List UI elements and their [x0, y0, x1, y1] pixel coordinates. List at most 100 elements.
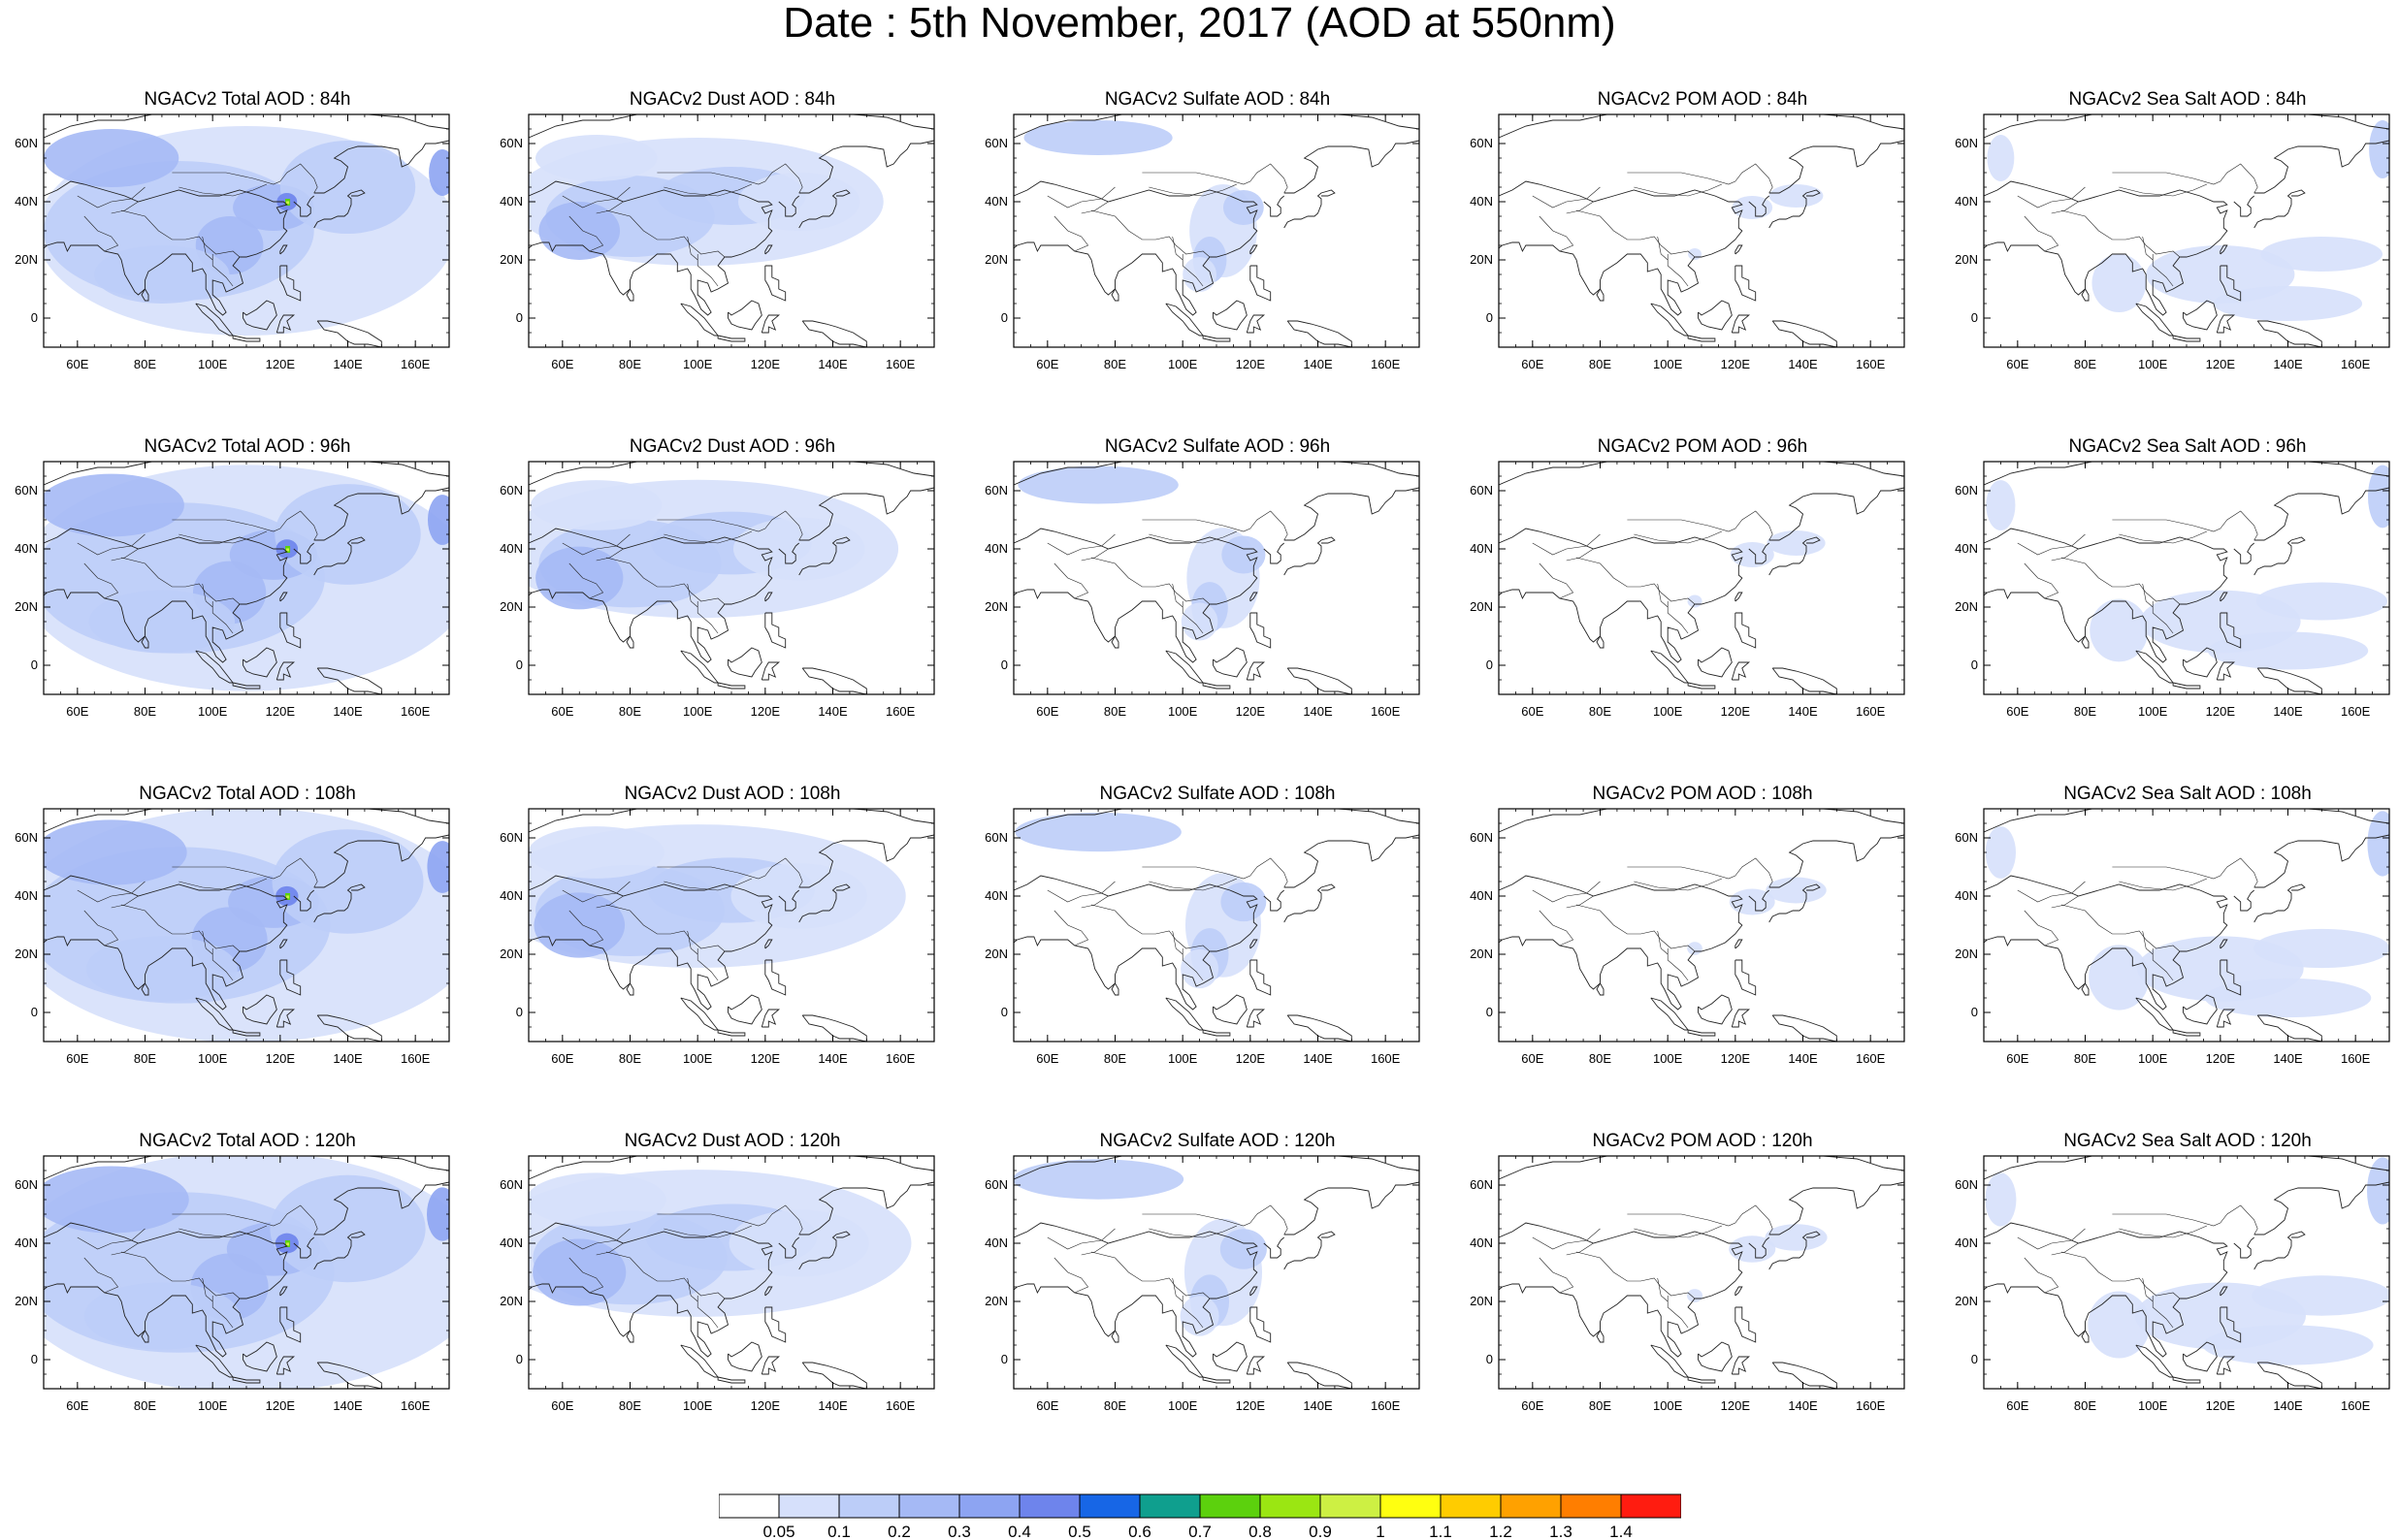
aod-field: [1688, 184, 1824, 260]
lat-tick-label: 40N: [15, 541, 38, 556]
aod-region: [534, 892, 626, 958]
lon-tick-label: 80E: [619, 357, 641, 371]
lon-tick-label: 140E: [2273, 1051, 2303, 1066]
coastlines: [1499, 809, 1904, 1042]
lon-tick-label: 100E: [2138, 357, 2168, 371]
lon-tick-label: 60E: [2006, 357, 2028, 371]
lon-tick-label: 100E: [198, 704, 228, 719]
aod-region: [1732, 196, 1773, 219]
lon-tick-label: 80E: [1589, 704, 1611, 719]
colorbar-label: 0.6: [1128, 1523, 1151, 1540]
lon-tick-label: 100E: [1168, 357, 1198, 371]
lon-tick-label: 160E: [1856, 704, 1886, 719]
colorbar-label: 0.2: [888, 1523, 911, 1540]
lat-tick-label: 20N: [985, 1294, 1008, 1308]
colorbar-swatch: [1379, 1493, 1442, 1519]
colorbar-label: 1.1: [1429, 1523, 1452, 1540]
colorbar-label: 0.4: [1008, 1523, 1031, 1540]
map-plot: 60E 80E 100E 120E 140E 160E 60N 40N 20N 0: [1949, 1154, 2393, 1422]
aod-region: [729, 1209, 869, 1277]
colorbar-swatch: [1620, 1493, 1681, 1519]
coastlines: [1984, 114, 2389, 347]
lon-tick-label: 60E: [551, 1398, 573, 1413]
lat-tick-label: 0: [1971, 1005, 1978, 1019]
map-panel: NGACv2 Total AOD : 96h 60E 80E 100E 120E 140E…: [15, 436, 451, 727]
lat-tick-label: 20N: [500, 1294, 523, 1308]
lon-tick-label: 160E: [401, 1398, 431, 1413]
lon-tick-label: 140E: [818, 357, 848, 371]
lat-tick-label: 0: [1971, 1352, 1978, 1366]
aod-region: [83, 1282, 241, 1350]
lon-tick-label: 120E: [2206, 1398, 2236, 1413]
aod-region: [1014, 1159, 1184, 1200]
map-plot: 60E 80E 100E 120E 140E 160E 60N 40N 20N 0: [494, 1154, 938, 1422]
lat-tick-label: 0: [31, 310, 38, 325]
map-plot: 60E 80E 100E 120E 140E 160E 60N 40N 20N 0: [1464, 1154, 1908, 1422]
lat-tick-label: 40N: [1955, 541, 1978, 556]
colorbar-swatch: [838, 1493, 900, 1519]
lat-tick-label: 0: [1486, 1352, 1493, 1366]
aod-field: [529, 824, 906, 968]
aod-field: [1687, 530, 1826, 608]
panel-title: NGACv2 Sulfate AOD : 120h: [1099, 1131, 1336, 1151]
lon-tick-label: 140E: [2273, 357, 2303, 371]
lon-tick-label: 100E: [2138, 704, 2168, 719]
lon-tick-label: 160E: [1856, 1398, 1886, 1413]
lat-tick-label: 0: [31, 658, 38, 672]
lon-tick-label: 120E: [751, 357, 781, 371]
aod-region: [44, 1166, 189, 1234]
lat-tick-label: 60N: [500, 136, 523, 150]
lat-tick-label: 0: [1486, 658, 1493, 672]
aod-region: [1221, 535, 1266, 574]
map-panel: NGACv2 Sea Salt AOD : 120h 60E 80E 100E 120E…: [1955, 1131, 2391, 1422]
lon-tick-label: 60E: [1036, 1051, 1058, 1066]
colorbar-label: 1.2: [1489, 1523, 1512, 1540]
aod-region: [429, 149, 449, 196]
aod-region: [44, 819, 187, 885]
aod-region: [1018, 465, 1179, 504]
lat-tick-label: 60N: [985, 1177, 1008, 1192]
map-plot: 60E 80E 100E 120E 140E 160E 60N 40N 20N 0: [1464, 112, 1908, 380]
map-plot: 60E 80E 100E 120E 140E 160E 60N 40N 20N 0: [9, 460, 453, 727]
aod-region: [2367, 1157, 2389, 1225]
map-panel: NGACv2 POM AOD : 84h 60E 80E 100E 120E 140E 16…: [1470, 89, 1906, 380]
lon-tick-label: 160E: [401, 704, 431, 719]
lon-tick-label: 80E: [1589, 357, 1611, 371]
aod-region: [1687, 1289, 1703, 1302]
colorbar-swatch: [1079, 1493, 1141, 1519]
panel-title: NGACv2 Dust AOD : 84h: [629, 89, 836, 110]
lon-tick-label: 100E: [198, 1051, 228, 1066]
aod-region: [1730, 542, 1774, 567]
aod-field: [1985, 1157, 2389, 1365]
colorbar-label: 0.9: [1309, 1523, 1332, 1540]
aod-region: [1768, 184, 1824, 208]
lon-tick-label: 80E: [2074, 357, 2096, 371]
colorbar-swatch: [1139, 1493, 1201, 1519]
coastlines: [529, 1156, 934, 1389]
lat-tick-label: 40N: [15, 1235, 38, 1250]
lon-tick-label: 140E: [818, 1051, 848, 1066]
lat-tick-label: 0: [1971, 658, 1978, 672]
aod-region: [538, 202, 621, 260]
map-panel: NGACv2 Dust AOD : 96h 60E 80E 100E 120E 140E 1…: [500, 436, 936, 727]
lat-tick-label: 20N: [15, 599, 38, 614]
colorbar-label: 0.8: [1248, 1523, 1272, 1540]
lon-tick-label: 100E: [1653, 704, 1683, 719]
aod-region: [2213, 286, 2363, 321]
lon-tick-label: 120E: [1721, 704, 1751, 719]
lat-tick-label: 0: [516, 310, 523, 325]
panel-title: NGACv2 POM AOD : 120h: [1592, 1131, 1813, 1151]
lon-tick-label: 100E: [1653, 357, 1683, 371]
lat-tick-label: 40N: [985, 888, 1008, 903]
lat-tick-label: 60N: [985, 830, 1008, 845]
lon-tick-label: 120E: [1721, 357, 1751, 371]
coastlines: [1014, 462, 1419, 694]
aod-field: [1014, 1159, 1267, 1336]
panel-title: NGACv2 POM AOD : 84h: [1597, 89, 1808, 110]
lon-tick-label: 100E: [1653, 1051, 1683, 1066]
lon-tick-label: 120E: [266, 357, 296, 371]
aod-hotspot: [286, 201, 290, 205]
lon-tick-label: 60E: [1036, 357, 1058, 371]
coastlines: [1499, 462, 1904, 694]
aod-region: [2204, 978, 2372, 1018]
